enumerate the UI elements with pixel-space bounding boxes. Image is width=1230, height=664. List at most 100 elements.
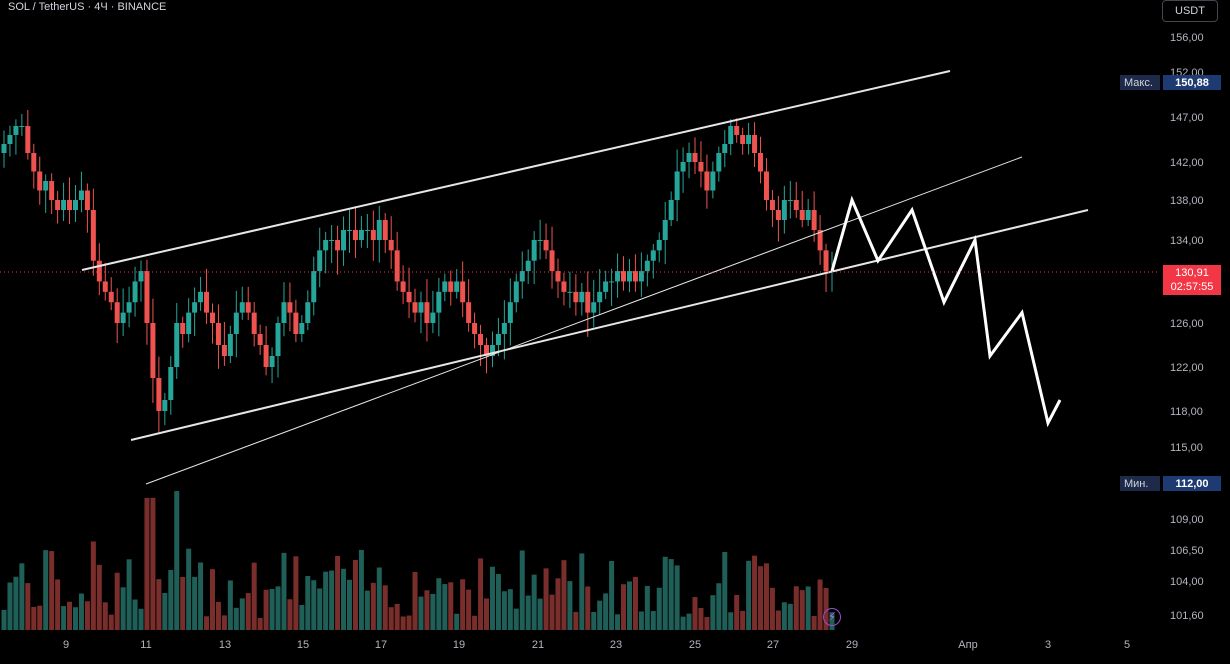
price-tick-label: 147,00 [1170, 112, 1204, 124]
candle-body [400, 281, 406, 292]
volume-bar [442, 584, 448, 630]
volume-bar [78, 593, 84, 630]
candle-body [311, 271, 317, 303]
volume-bar [394, 603, 400, 630]
time-tick-label: 3 [1045, 639, 1051, 651]
volume-bar [615, 614, 621, 630]
price-tick-label: 122,00 [1170, 362, 1204, 374]
volume-bar [591, 611, 597, 630]
volume-bar [543, 568, 549, 630]
last-price: 130,91 [1175, 267, 1209, 279]
symbol-header[interactable]: SOL / TetherUS · 4Ч · BINANCE [8, 1, 167, 13]
volume-bar [478, 558, 484, 630]
candle-body [632, 271, 638, 282]
volume-bar [25, 583, 31, 630]
volume-bar [114, 572, 120, 630]
candle-body [370, 230, 376, 240]
volume-bar [489, 566, 495, 630]
price-tick-label: 142,00 [1170, 157, 1204, 169]
candle-body [763, 171, 769, 200]
volume-bar [466, 589, 472, 630]
candle-body [811, 210, 817, 230]
candle-body [472, 323, 478, 334]
volume-bar [96, 564, 102, 630]
volume-bar [454, 613, 460, 630]
volume-bar [799, 590, 805, 630]
candle-body [174, 323, 180, 367]
volume-bar [763, 563, 769, 630]
volume-bar [448, 582, 454, 630]
volume-bar [251, 562, 257, 630]
candle-body [275, 323, 281, 356]
candle-body [180, 323, 186, 334]
trend-line[interactable] [145, 156, 1023, 485]
volume-bar [275, 586, 281, 630]
candle-body [543, 240, 549, 251]
projection-path[interactable] [830, 195, 1062, 428]
trend-line[interactable] [130, 209, 1089, 441]
countdown: 02:57:55 [1170, 281, 1214, 293]
candle-body [293, 312, 299, 334]
volume-bar [245, 593, 251, 630]
volume-bar [174, 491, 180, 630]
candle-body [1, 144, 7, 153]
price-tick-label: 138,00 [1170, 195, 1204, 207]
volume-bar [537, 598, 543, 630]
currency-button[interactable]: USDT [1162, 0, 1218, 22]
candle-body [19, 126, 25, 127]
candle-body [394, 250, 400, 282]
candle-body [484, 345, 490, 356]
volume-bar [632, 576, 638, 630]
price-tick-label: 156,00 [1170, 32, 1204, 44]
time-tick-label: Апр [958, 639, 977, 651]
price-tick-label: 134,00 [1170, 235, 1204, 247]
candle-body [686, 153, 692, 162]
candle-body [281, 302, 287, 323]
trend-line[interactable] [81, 70, 951, 271]
volume-bar [472, 615, 478, 630]
candle-body [299, 323, 305, 334]
candle-body [793, 200, 799, 210]
candle-body [412, 302, 418, 313]
volume-bar [638, 611, 644, 630]
candle-body [245, 302, 251, 313]
candle-body [823, 250, 829, 272]
candle-body [549, 250, 555, 272]
volume-bar [287, 599, 293, 630]
candle-body [817, 230, 823, 251]
candle-body [418, 302, 424, 313]
max-label: Макс. [1120, 75, 1160, 90]
volume-bar [424, 590, 430, 630]
volume-bar [698, 607, 704, 630]
candle-body [305, 302, 311, 323]
volume-bar [787, 603, 793, 630]
volume-bar [722, 551, 728, 630]
candle-body [489, 345, 495, 356]
volume-bar [710, 595, 716, 630]
lightning-icon[interactable]: ⚡ [823, 608, 841, 626]
volume-bar [317, 588, 323, 630]
candle-body [329, 240, 335, 241]
candle-body [561, 281, 567, 292]
volume-bar [793, 586, 799, 630]
volume-bar [352, 559, 358, 630]
candle-body [728, 126, 734, 144]
volume-bar [811, 615, 817, 630]
volume-bar [204, 616, 210, 630]
time-tick-label: 13 [219, 639, 231, 651]
volume-bar [49, 551, 55, 630]
volume-bar [817, 579, 823, 630]
candle-body [495, 334, 501, 345]
candle-body [120, 312, 126, 323]
candle-body [323, 240, 329, 251]
volume-bar [418, 596, 424, 630]
candle-body [102, 281, 108, 292]
candle-body [430, 312, 436, 323]
candle-body [501, 323, 507, 334]
volume-bar [769, 587, 775, 630]
candle-body [805, 210, 811, 220]
volume-bar [192, 576, 198, 630]
volume-bar [55, 579, 61, 630]
volume-bar [626, 581, 632, 630]
